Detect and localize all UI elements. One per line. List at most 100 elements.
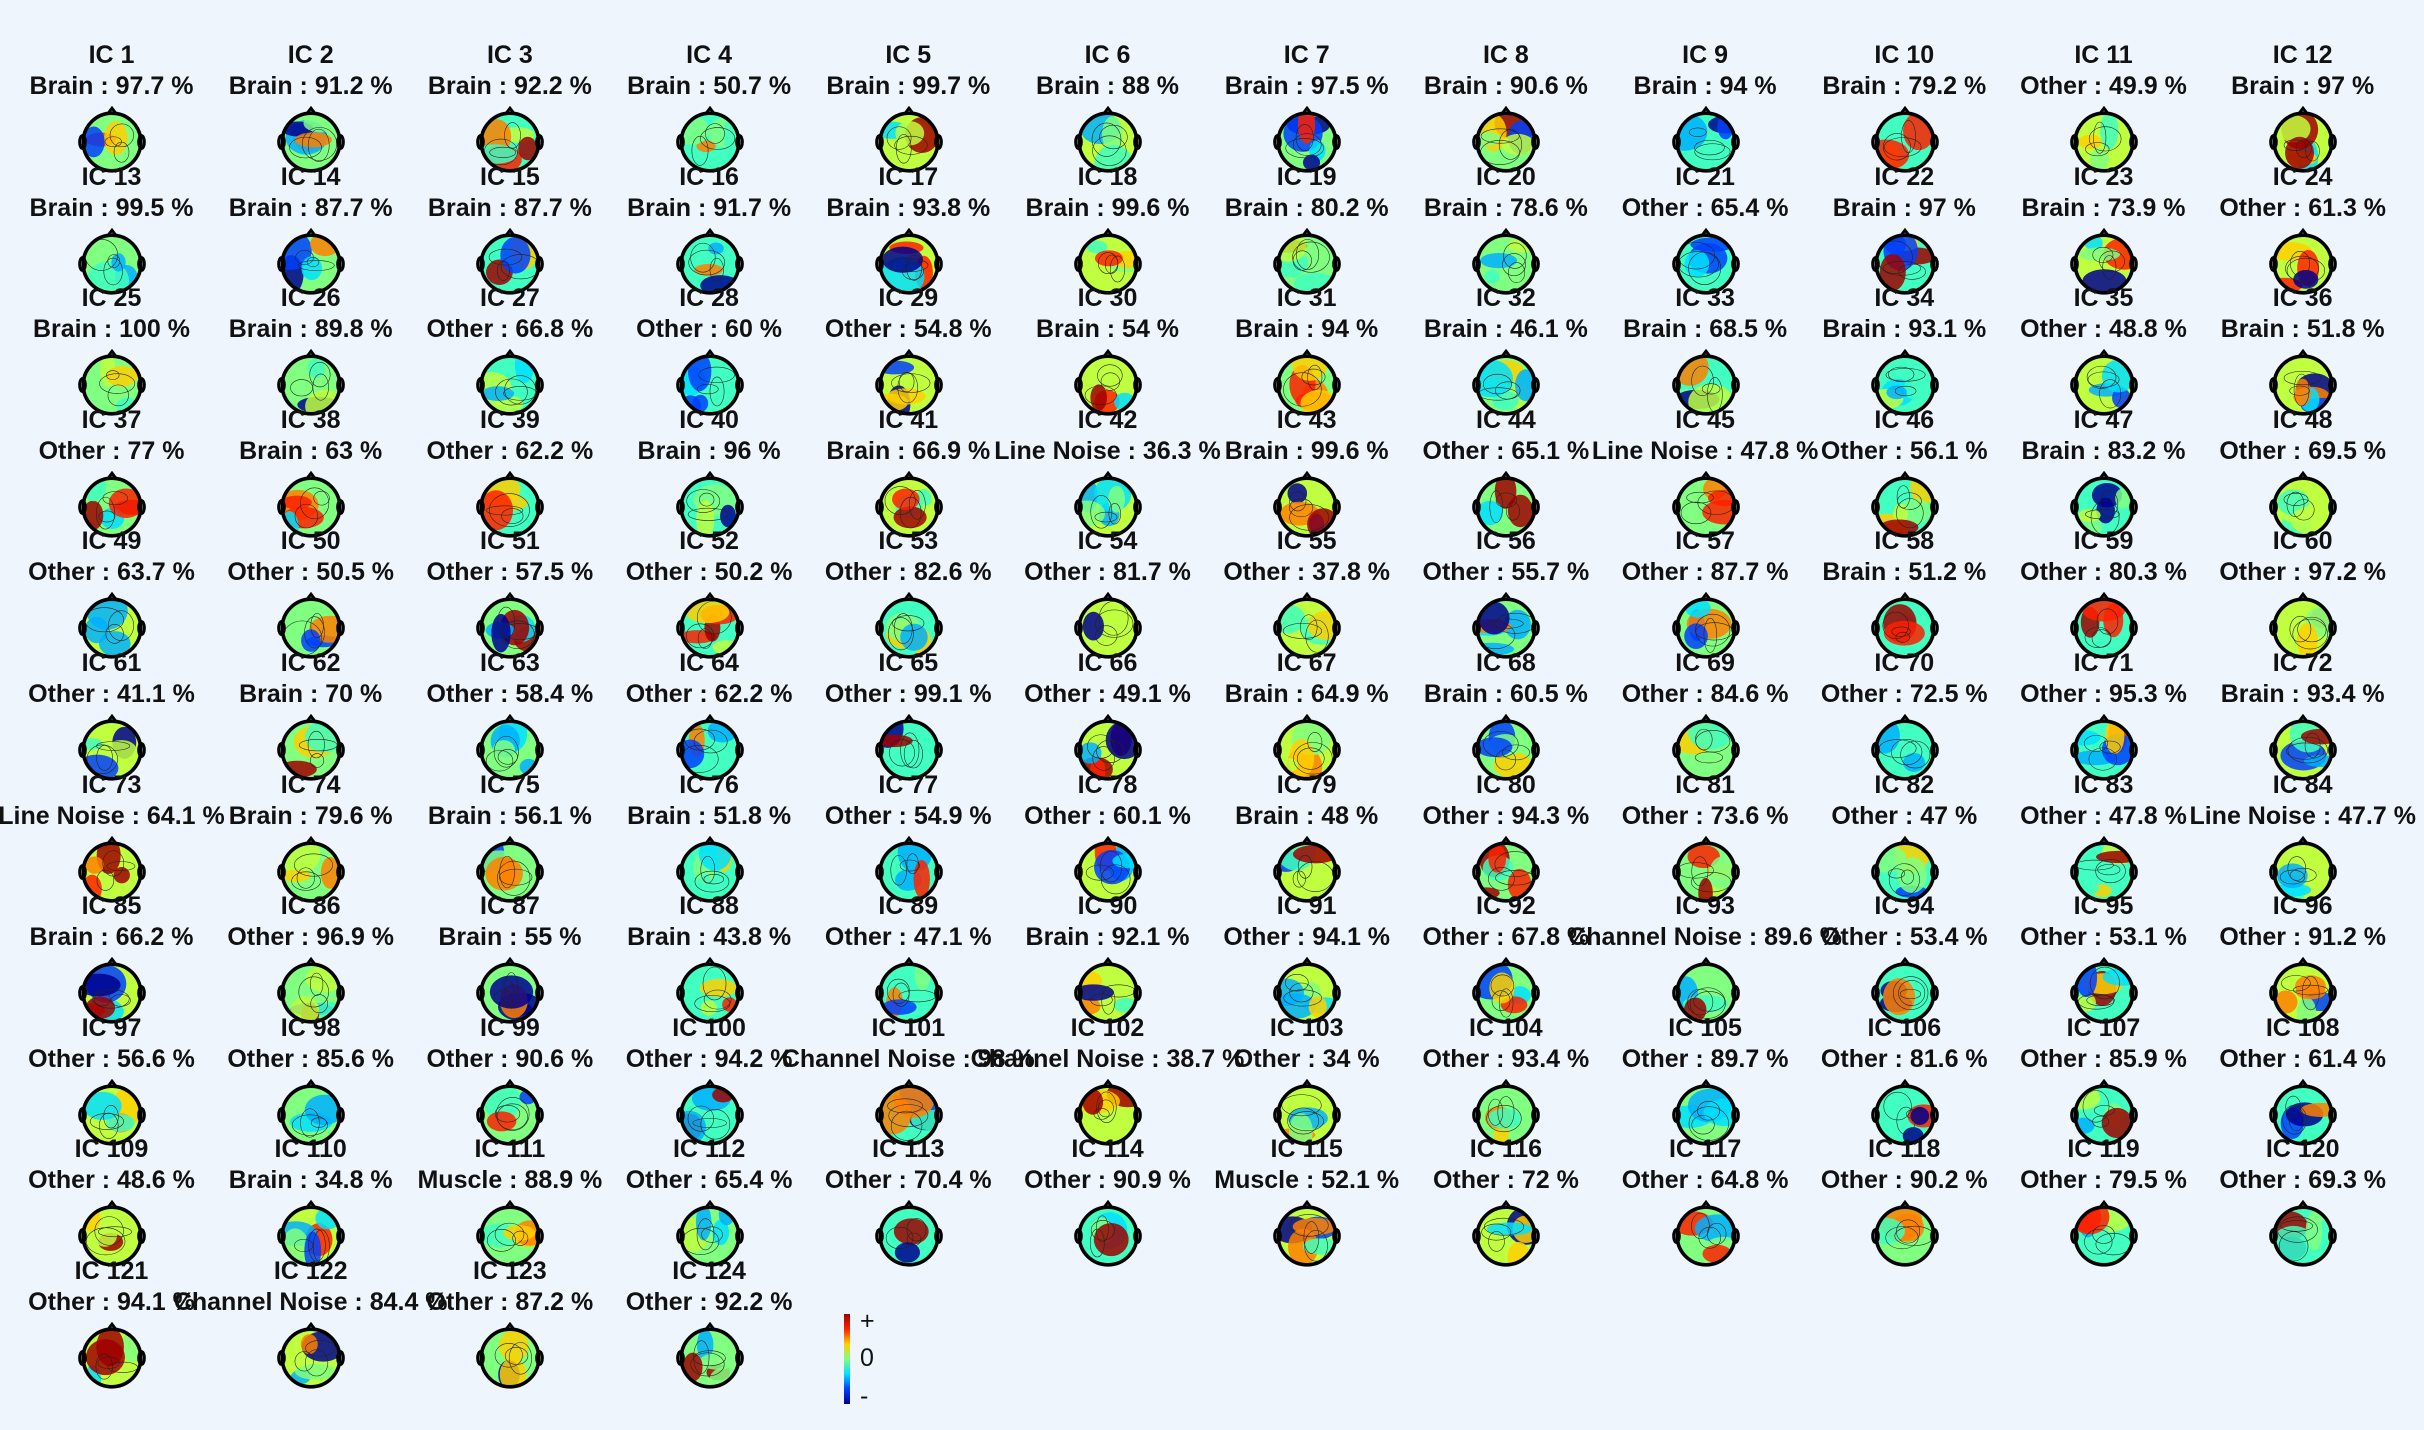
topo-map [78, 714, 146, 781]
ic-classification: Other : 84.6 % [1621, 680, 1789, 708]
topo-map [78, 349, 146, 416]
ic-cell: IC 51 Other : 57.5 % [410, 526, 609, 659]
ic-cell: IC 14 Brain : 87.7 % [211, 162, 410, 295]
ic-classification: Other : 69.3 % [2219, 1166, 2387, 1195]
ic-cell: IC 42 Line Noise : 36.3 % [994, 405, 1221, 538]
ic-classification: Other : 67.8 % [1422, 923, 1590, 952]
ic-cell: IC 68 Brain : 60.5 % [1406, 648, 1605, 781]
ic-classification: Brain : 79.6 % [228, 801, 393, 830]
ic-classification: Brain : 46.1 % [1423, 315, 1588, 344]
ic-cell: IC 60 Other : 97.2 % [2203, 526, 2402, 659]
ic-classification: Brain : 91.2 % [228, 72, 393, 100]
ic-classification: Other : 54.9 % [824, 801, 992, 830]
topo-map [675, 470, 744, 538]
ic-classification: Brain : 93.1 % [1822, 315, 1987, 344]
topo-map [1472, 714, 1541, 781]
ic-cell: IC 97 Other : 56.6 % [12, 1013, 211, 1146]
ic-title: IC 15 [480, 162, 540, 191]
ic-title: IC 39 [480, 405, 540, 434]
ic-classification: Other : 87.7 % [1621, 558, 1789, 587]
ic-cell: IC 3 Brain : 92.2 % [410, 40, 609, 173]
ic-title: IC 95 [2073, 892, 2134, 921]
topo-map [2070, 227, 2138, 295]
ic-classification: Brain : 99.5 % [29, 193, 194, 222]
topo-map [78, 227, 146, 295]
ic-cell: IC 8 Brain : 90.6 % [1406, 40, 1605, 173]
ic-classification: Other : 54.8 % [824, 315, 992, 344]
ic-title: IC 20 [1476, 162, 1536, 191]
ic-title: IC 24 [2272, 162, 2333, 191]
ic-title: IC 71 [2073, 649, 2134, 677]
ic-cell: IC 85 Brain : 66.2 % [12, 891, 211, 1024]
ic-title: IC 106 [1867, 1013, 1942, 1042]
ic-title: IC 84 [2272, 770, 2333, 799]
ic-classification: Brain : 43.8 % [627, 923, 792, 952]
ic-classification: Other : 65.4 % [625, 1166, 793, 1195]
ic-title: IC 54 [1077, 527, 1138, 556]
ic-cell: IC 103 Other : 34 % [1207, 1013, 1406, 1146]
ic-title: IC 82 [1874, 770, 1935, 799]
ic-cell: IC 23 Brain : 73.9 % [2004, 162, 2203, 295]
topo-map [874, 349, 943, 416]
ic-classification: Other : 90.6 % [426, 1044, 594, 1073]
ic-cell: IC 61 Other : 41.1 % [12, 648, 211, 781]
ic-title: IC 77 [878, 770, 939, 799]
ic-classification: Brain : 48 % [1235, 801, 1379, 830]
ic-title: IC 10 [1874, 41, 1935, 69]
ic-title: IC 35 [2073, 284, 2134, 313]
colorbar-minus-label: - [860, 1382, 869, 1410]
topo-map [277, 470, 346, 538]
ic-cell: IC 105 Other : 89.7 % [1606, 1013, 1805, 1146]
ic-classification: Brain : 97.7 % [29, 72, 194, 100]
ic-title: IC 58 [1874, 527, 1935, 556]
ic-cell: IC 124 Other : 92.2 % [610, 1256, 809, 1389]
topo-map [1273, 835, 1342, 903]
ic-classification: Other : 94.3 % [1422, 801, 1590, 830]
ic-cell: IC 38 Brain : 63 % [211, 405, 410, 538]
ic-classification: Brain : 80.2 % [1224, 193, 1389, 222]
ic-classification: Other : 58.4 % [426, 680, 594, 708]
ic-title: IC 52 [679, 527, 739, 556]
ic-cell: IC 52 Other : 50.2 % [610, 526, 809, 659]
ic-title: IC 29 [878, 284, 939, 313]
ic-title: IC 6 [1084, 41, 1131, 69]
ic-classification: Other : 48.8 % [2020, 315, 2187, 344]
topo-map [1273, 714, 1342, 781]
ic-cell: IC 73 Line Noise : 64.1 % [0, 770, 225, 903]
topo-map [2269, 106, 2338, 173]
topo-map [78, 1322, 146, 1389]
topo-map [1870, 714, 1939, 781]
ic-cell: IC 89 Other : 47.1 % [809, 891, 1008, 1024]
topo-map [476, 106, 545, 173]
ic-cell: IC 48 Other : 69.5 % [2203, 405, 2402, 538]
ic-title: IC 2 [287, 41, 334, 69]
colorbar-zero-label: 0 [860, 1344, 874, 1372]
topo-map [1472, 592, 1541, 659]
ic-cell: IC 113 Other : 70.4 % [809, 1134, 1008, 1267]
ic-cell: IC 6 Brain : 88 % [1008, 40, 1207, 173]
ic-title: IC 43 [1276, 405, 1337, 434]
topo-map [78, 470, 146, 538]
ic-title: IC 111 [474, 1135, 546, 1164]
ic-title: IC 104 [1469, 1013, 1543, 1042]
ic-classification: Brain : 92.1 % [1025, 923, 1190, 952]
ic-classification: Line Noise : 64.1 % [0, 801, 225, 830]
ic-classification: Channel Noise : 98 % [781, 1044, 1035, 1073]
ic-title: IC 53 [878, 527, 939, 556]
topo-map [476, 1322, 545, 1389]
ic-title: IC 76 [679, 770, 739, 799]
ic-classification: Brain : 79.2 % [1822, 72, 1987, 100]
ic-classification: Other : 62.2 % [625, 680, 793, 708]
topo-map [1074, 106, 1142, 173]
ic-title: IC 92 [1476, 892, 1536, 921]
topo-map [2070, 835, 2138, 903]
topo-map [1472, 227, 1541, 295]
ic-title: IC 113 [872, 1135, 945, 1164]
ic-title: IC 38 [280, 405, 341, 434]
topo-map [874, 714, 943, 781]
ic-classification: Brain : 66.2 % [29, 923, 194, 952]
ic-classification: Other : 53.1 % [2020, 923, 2187, 952]
ic-classification: Channel Noise : 89.6 % [1568, 923, 1842, 952]
ic-classification: Other : 81.6 % [1820, 1044, 1988, 1073]
ic-title: IC 115 [1270, 1135, 1343, 1164]
